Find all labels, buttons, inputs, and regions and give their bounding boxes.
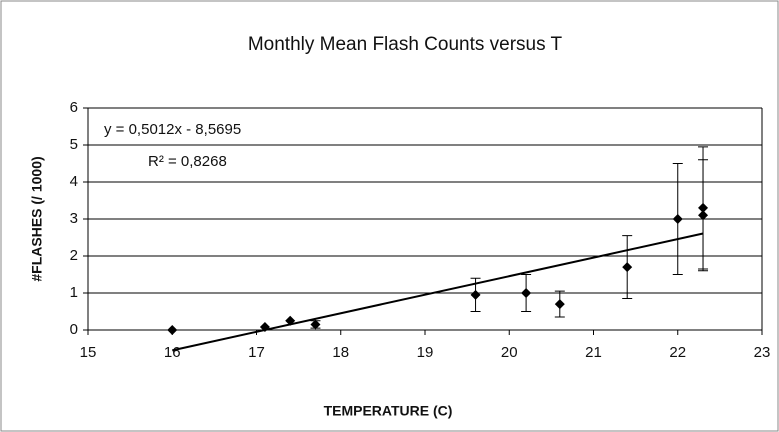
x-tick-label: 19 <box>417 344 434 361</box>
x-tick-label: 18 <box>332 344 349 361</box>
point <box>698 202 709 213</box>
point <box>622 262 633 273</box>
x-tick-label: 16 <box>164 344 181 361</box>
point <box>521 288 532 298</box>
x-tick-label: 15 <box>80 344 97 361</box>
point <box>470 289 481 300</box>
point <box>554 299 565 310</box>
point <box>672 214 683 224</box>
y-tick-label: 3 <box>70 210 78 227</box>
y-axis-label: #FLASHES (/ 1000) <box>29 156 45 281</box>
y-tick-label: 4 <box>70 173 78 190</box>
x-tick-label: 20 <box>501 344 518 361</box>
y-tick-label: 1 <box>70 284 78 301</box>
equation: y = 0,5012x - 8,5695 <box>104 121 241 138</box>
x-tick-label: 21 <box>585 344 602 361</box>
x-tick-label: 17 <box>248 344 265 361</box>
point <box>310 319 321 330</box>
chart-title: Monthly Mean Flash Counts versus T <box>248 34 563 55</box>
trendline <box>172 232 704 352</box>
point <box>167 325 178 335</box>
x-tick-label: 22 <box>669 344 686 361</box>
r-squared: R² = 0,8268 <box>148 153 227 170</box>
y-tick-label: 2 <box>70 247 78 264</box>
point <box>285 315 296 326</box>
x-tick-label: 23 <box>754 344 771 361</box>
x-axis-label: TEMPERATURE (C) <box>324 403 453 419</box>
point <box>259 322 270 333</box>
y-tick-label: 5 <box>70 136 78 153</box>
y-tick-label: 6 <box>70 99 78 116</box>
y-tick-label: 0 <box>70 321 78 338</box>
